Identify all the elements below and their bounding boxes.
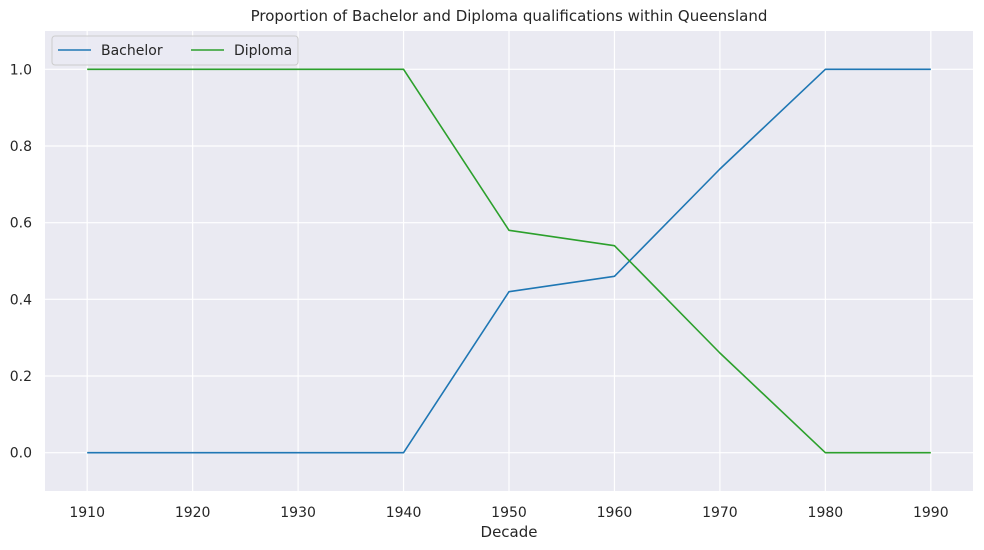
x-tick-label: 1940 [386, 505, 422, 521]
x-tick-label: 1910 [69, 505, 105, 521]
legend-box [51, 35, 299, 66]
x-tick-label: 1970 [702, 505, 738, 521]
y-tick-label: 0.6 [10, 216, 32, 232]
x-tick-label: 1990 [913, 505, 949, 521]
series-lines [87, 68, 931, 454]
legend: Bachelor Diploma [51, 35, 299, 66]
x-tick-label: 1980 [808, 505, 844, 521]
grid [45, 31, 973, 491]
chart-title: Proportion of Bachelor and Diploma quali… [251, 7, 768, 25]
y-tick-label: 0.4 [10, 292, 32, 308]
x-tick-label: 1930 [280, 505, 316, 521]
x-axis-label: Decade [481, 523, 538, 541]
y-tick-label: 1.0 [10, 62, 32, 78]
y-tick-label: 0.8 [10, 139, 32, 155]
legend-label-diploma: Diploma [234, 43, 292, 59]
series-line-bachelor [87, 68, 931, 454]
series-line-diploma [87, 68, 931, 454]
x-tick-label: 1950 [491, 505, 527, 521]
legend-label-bachelor: Bachelor [101, 43, 163, 59]
x-tick-label: 1960 [597, 505, 633, 521]
x-tick-label: 1920 [175, 505, 211, 521]
y-tick-label: 0.0 [10, 446, 32, 462]
y-axis: 0.0 0.2 0.4 0.6 0.8 1.0 [10, 62, 32, 461]
y-tick-label: 0.2 [10, 369, 32, 385]
x-axis: 1910 1920 1930 1940 1950 1960 1970 1980 1990 [69, 505, 948, 521]
